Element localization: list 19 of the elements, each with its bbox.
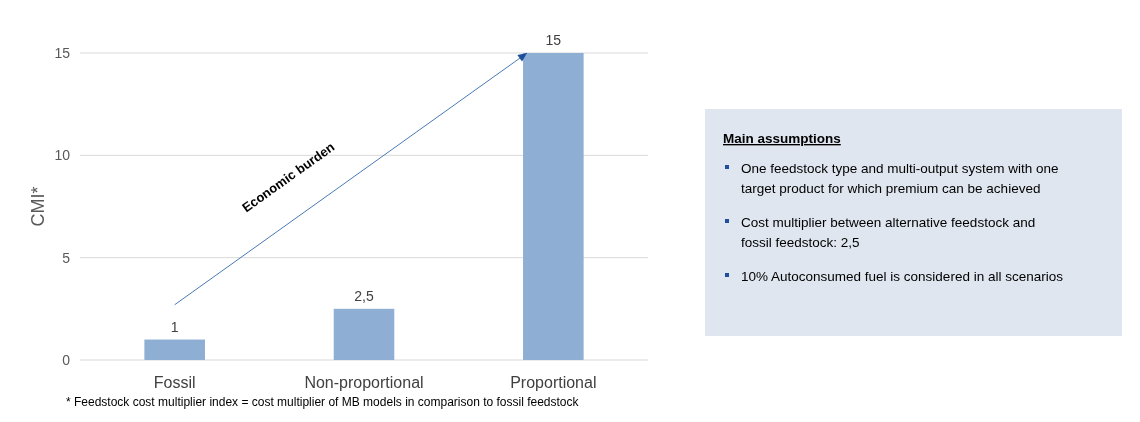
x-tick-label: Fossil (153, 374, 196, 391)
bar (523, 53, 584, 360)
text: * Feedstock cost multiplier index = cost multiplier of MB models in comparison to fossil feedstock (66, 395, 580, 409)
data-label: 2,5 (354, 287, 374, 304)
data-label: 15 (545, 32, 562, 48)
text: Main assumptions (723, 131, 841, 146)
text: One feedstock type and multi-output system with one target product for which premium can be achieved (741, 161, 1059, 196)
y-tick-label: 0 (62, 351, 71, 368)
text: 10% Autoconsumed fuel is considered in all scenarios (741, 269, 1064, 284)
text: Cost multiplier between alternative feedstock and fossil feedstock: 2,5 (741, 215, 1036, 250)
y-tick-label: 15 (54, 44, 71, 61)
x-tick-label: Non-proportional (304, 374, 424, 391)
y-axis-title: CMI* (28, 186, 48, 227)
y-tick-label: 10 (54, 147, 71, 164)
x-tick-label: Proportional (510, 374, 597, 391)
data-label: 1 (170, 318, 179, 335)
bar (333, 308, 395, 360)
y-tick-label: 5 (62, 249, 71, 266)
bar (144, 339, 205, 360)
